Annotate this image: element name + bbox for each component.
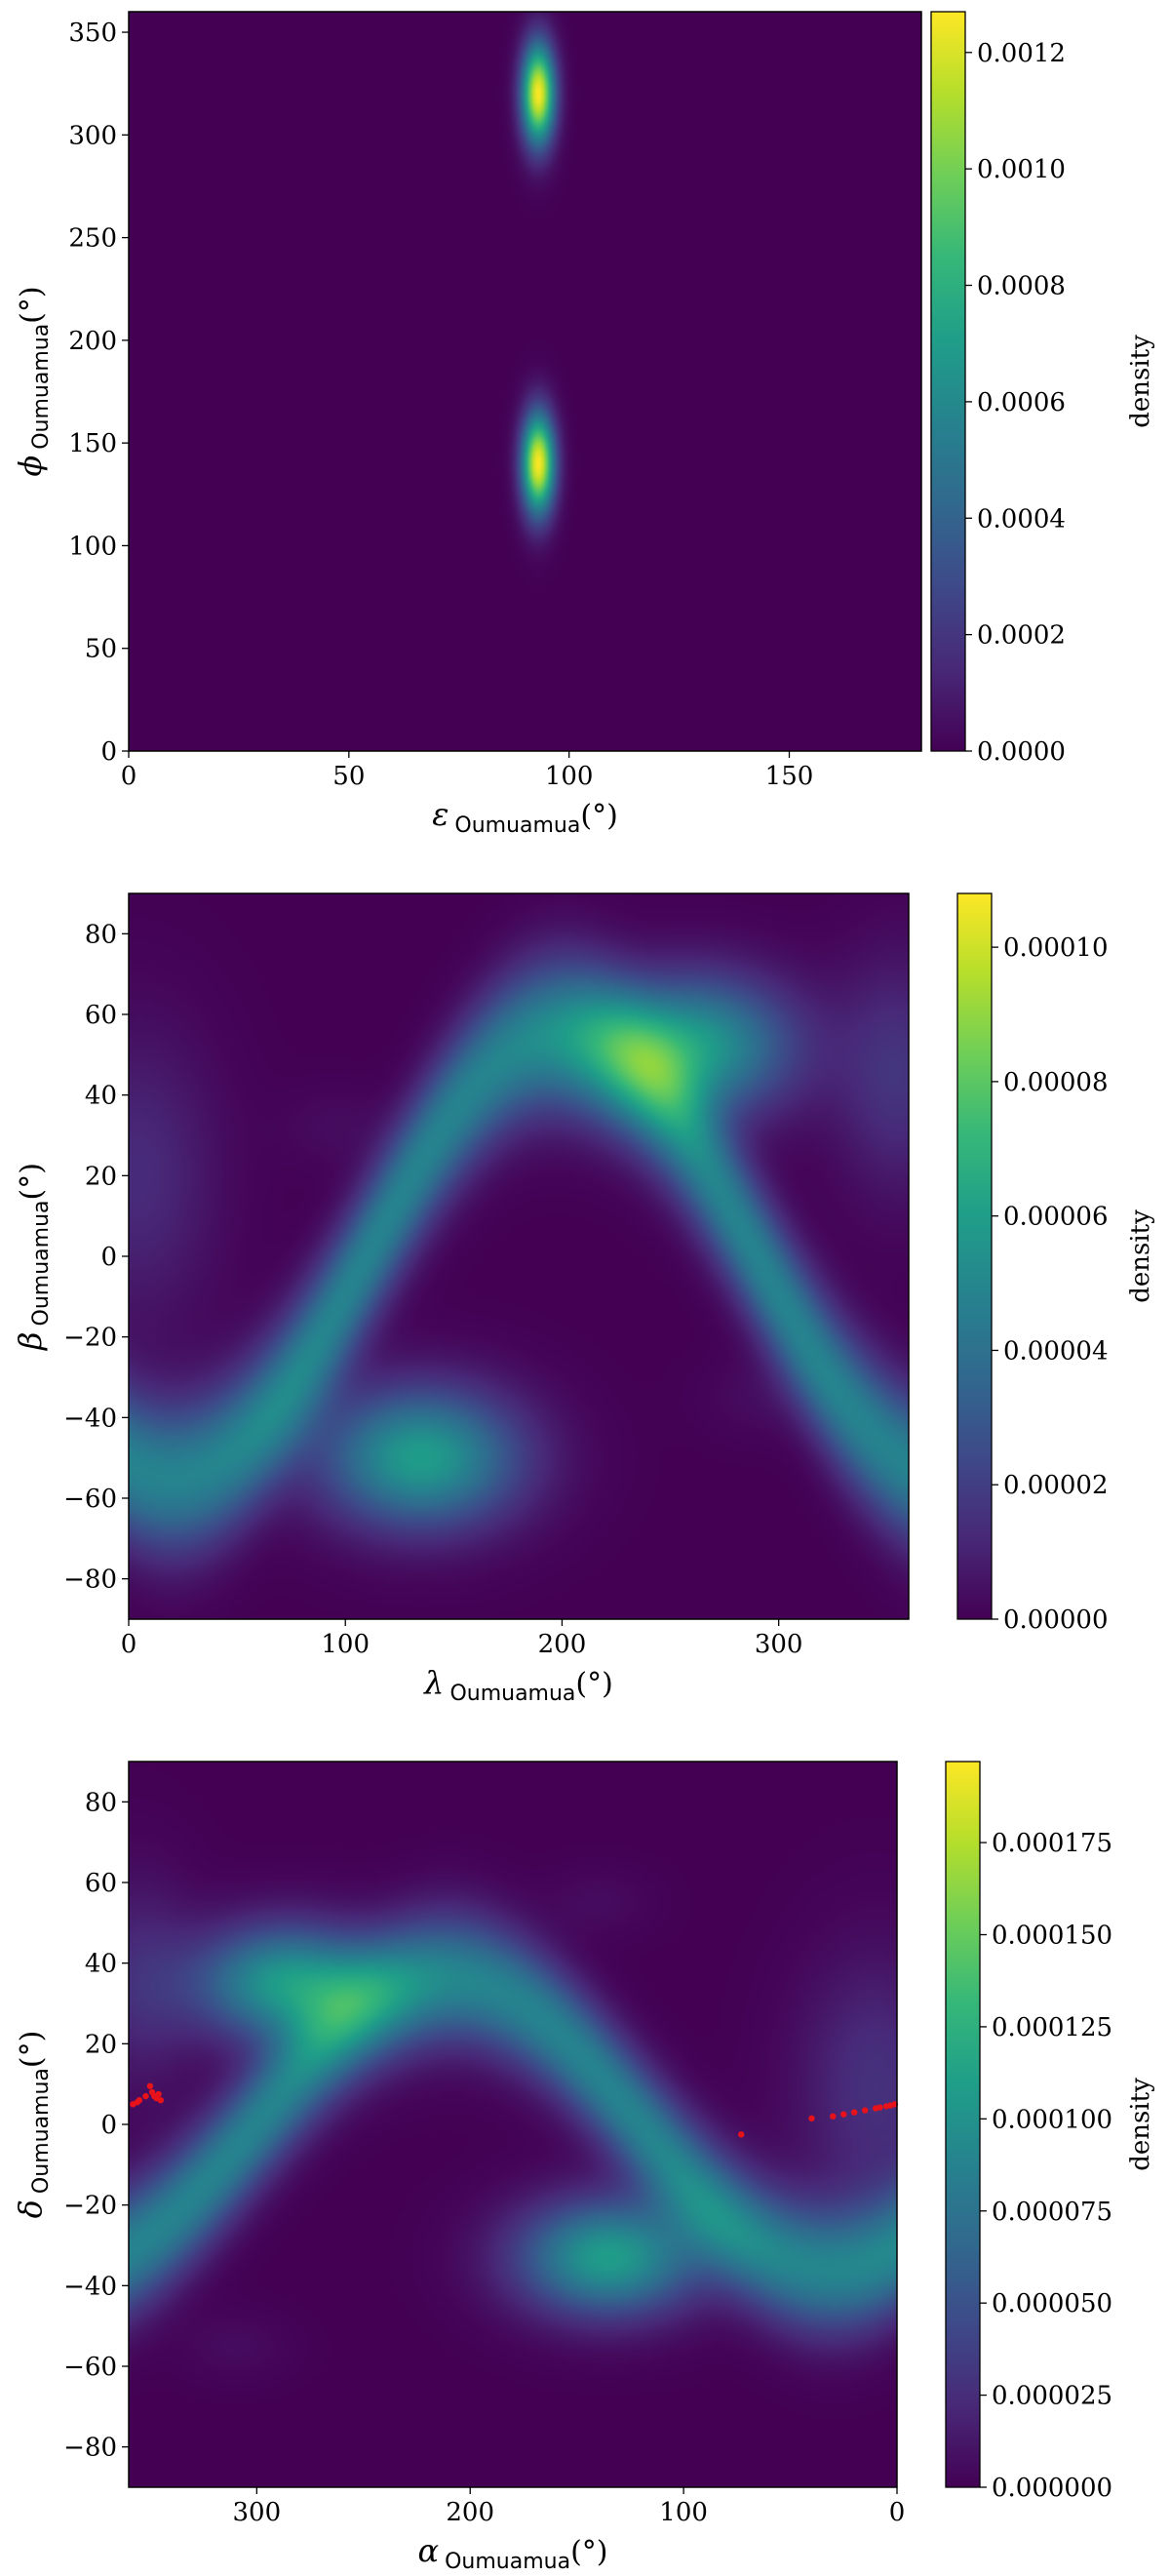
y-tick-label: −20 bbox=[63, 1324, 117, 1353]
colorbar-label: density bbox=[1126, 2078, 1155, 2171]
data-point bbox=[877, 2104, 883, 2111]
y-tick-label: 60 bbox=[85, 1869, 117, 1898]
y-tick-label: −60 bbox=[63, 2353, 117, 2382]
x-tick-label: 0 bbox=[121, 762, 137, 791]
y-axis-label: δOumuamua(°) bbox=[12, 2031, 54, 2219]
colorbar-tick-label: 0.000175 bbox=[992, 1829, 1112, 1858]
colorbar-tick-label: 0.000000 bbox=[992, 2474, 1112, 2503]
data-point bbox=[830, 2113, 837, 2120]
x-tick-label: 150 bbox=[765, 762, 814, 791]
y-tick-label: 40 bbox=[85, 1950, 117, 1979]
colorbar-tick-label: 0.000075 bbox=[992, 2198, 1112, 2227]
y-tick-label: 0 bbox=[100, 1243, 117, 1272]
colorbar-tick-label: 0.00002 bbox=[1003, 1471, 1109, 1500]
colorbar-tick-label: 0.0012 bbox=[977, 39, 1066, 68]
density-heatmap bbox=[129, 1762, 897, 2487]
y-tick-label: −80 bbox=[63, 2434, 117, 2463]
y-tick-label: 350 bbox=[68, 19, 117, 48]
colorbar-tick-label: 0.0000 bbox=[977, 737, 1066, 767]
y-tick-label: −60 bbox=[63, 1485, 117, 1514]
colorbar-tick-label: 0.0010 bbox=[977, 155, 1066, 184]
y-axis-label: βOumuamua(°) bbox=[12, 1163, 54, 1351]
y-tick-label: 0 bbox=[100, 2111, 117, 2140]
x-axis-label: λ Oumuamua(°) bbox=[422, 1664, 613, 1706]
x-axis-label: ε Oumuamua(°) bbox=[432, 796, 618, 838]
x-tick-label: 100 bbox=[659, 2498, 708, 2527]
y-axis-label: ϕOumuamua(°) bbox=[12, 286, 54, 476]
colorbar-tick-label: 0.0004 bbox=[977, 504, 1066, 534]
data-point bbox=[861, 2107, 869, 2114]
y-tick-label: 200 bbox=[68, 327, 117, 356]
data-point bbox=[146, 2082, 154, 2089]
plot-frame bbox=[128, 11, 922, 752]
colorbar-tick-label: 0.000025 bbox=[992, 2382, 1112, 2411]
data-point bbox=[157, 2097, 165, 2104]
density-heatmap bbox=[129, 893, 909, 1619]
colorbar-tick-label: 0.0008 bbox=[977, 272, 1066, 301]
density-heatmap bbox=[129, 12, 921, 751]
y-tick-label: 20 bbox=[85, 2030, 117, 2059]
y-tick-label: 100 bbox=[68, 532, 117, 561]
data-point bbox=[738, 2131, 745, 2138]
x-axis-label: α Oumuamua(°) bbox=[417, 2532, 607, 2574]
colorbar-tick-label: 0.00004 bbox=[1003, 1336, 1109, 1366]
x-tick-label: 300 bbox=[233, 2498, 282, 2527]
data-point bbox=[142, 2092, 149, 2100]
colorbar-tick-label: 0.00006 bbox=[1003, 1203, 1109, 1232]
colorbar-tick-label: 0.000100 bbox=[992, 2105, 1112, 2134]
data-point bbox=[840, 2111, 847, 2118]
panel-1: 0 50 100 150 0 50 100 150 200 250 300 350 ε Oumuamua(… bbox=[12, 11, 1155, 838]
panel-3: 300 200 100 0 −80 −60 −40 −20 0 20 40 60 80 α Oumuamua… bbox=[12, 1761, 1155, 2574]
colorbar-tick-label: 0.000125 bbox=[992, 2013, 1112, 2042]
x-tick-label: 0 bbox=[889, 2498, 906, 2527]
x-tick-label: 200 bbox=[538, 1630, 587, 1659]
colorbar-tick-label: 0.0002 bbox=[977, 621, 1066, 651]
data-point bbox=[136, 2097, 143, 2104]
colorbar-tick-label: 0.000050 bbox=[992, 2289, 1112, 2318]
colorbar bbox=[945, 1761, 981, 2488]
colorbar bbox=[930, 11, 966, 752]
x-tick-label: 300 bbox=[755, 1630, 803, 1659]
colorbar-tick-label: 0.00010 bbox=[1003, 933, 1109, 963]
y-tick-label: −40 bbox=[63, 1404, 117, 1433]
colorbar-tick-label: 0.00008 bbox=[1003, 1068, 1109, 1097]
y-tick-label: 60 bbox=[85, 1001, 117, 1030]
x-tick-label: 100 bbox=[321, 1630, 370, 1659]
colorbar-label: density bbox=[1126, 335, 1155, 428]
data-point bbox=[808, 2115, 815, 2121]
y-tick-label: 150 bbox=[68, 429, 117, 458]
panel-2: 0 100 200 300 −80 −60 −40 −20 0 20 40 60 80 λ Oumuamua… bbox=[12, 892, 1155, 1706]
y-tick-label: 40 bbox=[85, 1082, 117, 1111]
y-tick-label: 20 bbox=[85, 1162, 117, 1191]
y-tick-label: 300 bbox=[68, 121, 117, 150]
colorbar-tick-label: 0.00000 bbox=[1003, 1605, 1109, 1635]
colorbar-tick-label: 0.000150 bbox=[992, 1922, 1112, 1951]
y-tick-label: 0 bbox=[100, 737, 117, 767]
data-point bbox=[155, 2090, 162, 2098]
data-point bbox=[851, 2109, 858, 2116]
y-tick-label: 50 bbox=[85, 635, 117, 664]
colorbar-label: density bbox=[1126, 1209, 1155, 1303]
x-tick-label: 100 bbox=[545, 762, 594, 791]
y-tick-label: 250 bbox=[68, 224, 117, 254]
y-tick-label: −80 bbox=[63, 1565, 117, 1595]
colorbar bbox=[956, 892, 993, 1620]
y-tick-label: 80 bbox=[85, 1788, 117, 1817]
x-tick-label: 0 bbox=[121, 1630, 137, 1659]
colorbar-tick-label: 0.0006 bbox=[977, 388, 1066, 417]
y-tick-label: −20 bbox=[63, 2192, 117, 2221]
y-tick-label: −40 bbox=[63, 2272, 117, 2301]
x-tick-label: 50 bbox=[332, 762, 365, 791]
x-tick-label: 200 bbox=[446, 2498, 494, 2527]
y-tick-label: 80 bbox=[85, 920, 117, 949]
